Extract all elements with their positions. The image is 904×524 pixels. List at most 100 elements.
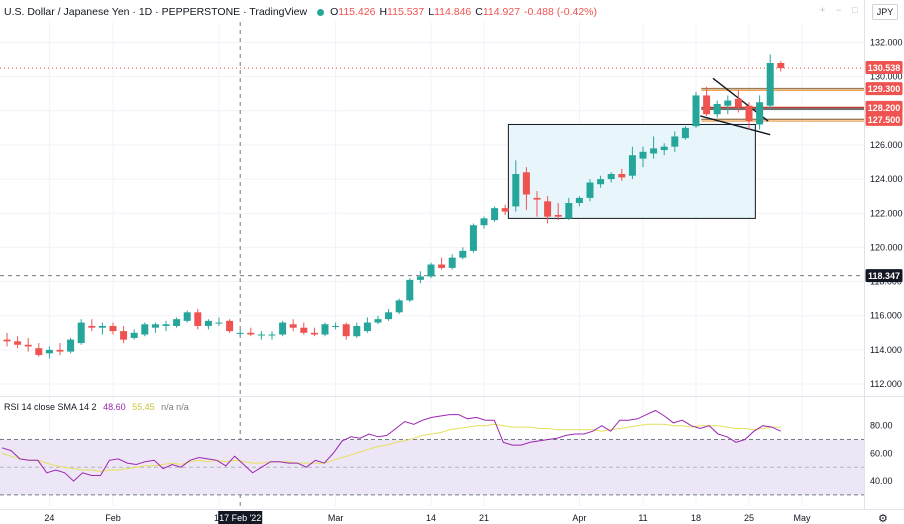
price-tick-label: 116.000 — [870, 311, 902, 321]
close-value: 114.927 — [482, 6, 521, 18]
candle-body — [724, 100, 732, 106]
candle-body — [459, 250, 467, 258]
currency-button[interactable]: JPY — [872, 4, 898, 20]
time-tick-label: 24 — [44, 513, 54, 523]
candle-body — [385, 312, 393, 320]
crosshair-price-badge: 118.347 — [868, 271, 900, 281]
candle-body — [438, 264, 446, 268]
minimize-icon[interactable]: − — [836, 5, 842, 15]
candle-body — [448, 257, 456, 268]
candle-body — [151, 324, 159, 328]
time-tick-label: 25 — [744, 513, 754, 523]
open-label: O — [330, 6, 339, 18]
candles-group — [3, 54, 785, 359]
candle-body — [77, 322, 85, 344]
maximize-icon[interactable]: □ — [852, 5, 858, 15]
candle-body — [639, 151, 647, 159]
candle-body — [491, 208, 499, 221]
level-129-300-badge-bg — [865, 82, 903, 96]
crosshair-date-badge: 17 Feb '22 — [219, 513, 261, 523]
wedge-lower-trendline — [700, 115, 771, 136]
level-128-200-badge: 128.200 — [868, 103, 901, 113]
settings-gear-icon[interactable]: ⚙ — [878, 513, 888, 524]
candle-body — [713, 103, 721, 115]
candle-body — [607, 173, 615, 180]
candle-body — [236, 332, 244, 334]
candle-body — [628, 155, 636, 176]
candle-body — [512, 173, 520, 207]
candle-body — [533, 197, 541, 200]
candle-body — [279, 322, 287, 335]
candle-body — [45, 349, 53, 354]
rsi-line — [1, 409, 782, 482]
candle-body — [745, 105, 753, 122]
rsi-tick-label: 60.00 — [870, 448, 893, 458]
candle-body — [204, 320, 212, 326]
candle-body — [544, 201, 552, 217]
last-price-badge: 130.538 — [868, 63, 901, 73]
candle-body — [141, 324, 149, 335]
candle-body — [183, 312, 191, 321]
candle-body — [586, 182, 594, 198]
candle-body — [215, 322, 223, 324]
level-127-500-badge-bg — [865, 112, 903, 126]
time-tick-label: 21 — [479, 513, 489, 523]
candle-body — [565, 203, 573, 219]
candle-body — [24, 344, 32, 347]
candle-body — [353, 325, 361, 337]
crosshair-date-badge-bg — [218, 511, 263, 524]
market-open-dot-icon — [317, 8, 325, 16]
candle-body — [173, 319, 181, 326]
candle-body — [575, 197, 583, 204]
candle-body — [67, 339, 75, 352]
candle-body — [703, 95, 711, 115]
candle-body — [130, 332, 138, 338]
candle-body — [406, 279, 414, 301]
candle-body — [310, 332, 318, 335]
time-tick-label: Feb — [105, 513, 121, 523]
candle-body — [342, 324, 350, 337]
price-tick-label: 132.000 — [870, 37, 903, 47]
time-tick-label: Apr — [572, 513, 586, 523]
rsi-sma-value: 55.45 — [132, 402, 155, 412]
time-tick-label: 11 — [638, 513, 647, 523]
candle-body — [321, 324, 329, 335]
candle-body — [734, 98, 742, 108]
low-label: L — [428, 6, 435, 18]
candle-body — [194, 312, 202, 326]
rsi-label[interactable]: RSI 14 close SMA 14 2 — [4, 402, 97, 412]
candle-body — [363, 322, 371, 332]
price-tick-label: 114.000 — [870, 345, 902, 355]
candle-body — [374, 319, 382, 323]
symbol-header: U.S. Dollar / Japanese Yen · 1D · PEPPER… — [4, 4, 601, 20]
candle-body — [522, 172, 530, 195]
open-value: 115.426 — [338, 6, 376, 18]
candle-body — [35, 348, 43, 356]
symbol-title[interactable]: U.S. Dollar / Japanese Yen · 1D · PEPPER… — [4, 6, 308, 18]
last-price-badge-bg — [865, 60, 903, 74]
time-tick-label: May — [793, 513, 811, 523]
candle-body — [268, 334, 276, 336]
candle-body — [395, 300, 403, 313]
candle-body — [88, 325, 96, 328]
candle-body — [120, 331, 128, 340]
candle-body — [98, 325, 106, 328]
price-tick-label: 124.000 — [870, 174, 903, 184]
candle-body — [226, 320, 234, 332]
rsi-na-values: n/a n/a — [161, 402, 189, 412]
price-tick-label: 130.000 — [870, 72, 903, 82]
candle-body — [14, 341, 22, 345]
candle-body — [427, 264, 435, 277]
candle-body — [692, 95, 700, 127]
level-129-300-badge: 129.300 — [868, 84, 901, 94]
change-value: -0.488 (-0.42%) — [524, 6, 597, 18]
candle-body — [162, 324, 170, 326]
time-tick-label: Mar — [328, 513, 344, 523]
rsi-tick-label: 40.00 — [870, 476, 893, 486]
candle-body — [332, 325, 340, 327]
candle-body — [416, 276, 424, 280]
add-icon[interactable]: + — [820, 5, 826, 15]
rsi-legend: RSI 14 close SMA 14 2 48.60 55.45 n/a n/… — [4, 402, 189, 412]
